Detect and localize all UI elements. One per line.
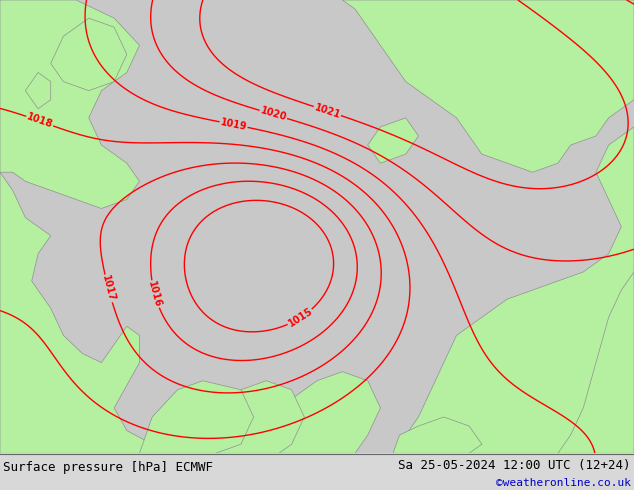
Text: Surface pressure [hPa] ECMWF: Surface pressure [hPa] ECMWF [3, 461, 213, 474]
Polygon shape [342, 0, 634, 172]
Polygon shape [393, 127, 634, 453]
Text: ©weatheronline.co.uk: ©weatheronline.co.uk [496, 478, 631, 489]
Text: Sa 25-05-2024 12:00 UTC (12+24): Sa 25-05-2024 12:00 UTC (12+24) [398, 459, 631, 471]
Text: 1015: 1015 [286, 306, 314, 329]
Polygon shape [266, 371, 380, 453]
Polygon shape [0, 0, 139, 209]
Polygon shape [25, 73, 51, 109]
Text: 1021: 1021 [313, 102, 342, 120]
Polygon shape [51, 18, 127, 91]
Text: 1019: 1019 [219, 117, 248, 132]
Text: 1020: 1020 [259, 106, 288, 123]
Polygon shape [558, 272, 634, 453]
Text: 1018: 1018 [25, 112, 54, 130]
Polygon shape [190, 381, 304, 453]
Polygon shape [368, 118, 418, 163]
Polygon shape [139, 381, 254, 453]
Polygon shape [0, 0, 190, 453]
Text: 1017: 1017 [100, 274, 117, 303]
Text: 1016: 1016 [146, 280, 163, 309]
Polygon shape [393, 417, 482, 453]
